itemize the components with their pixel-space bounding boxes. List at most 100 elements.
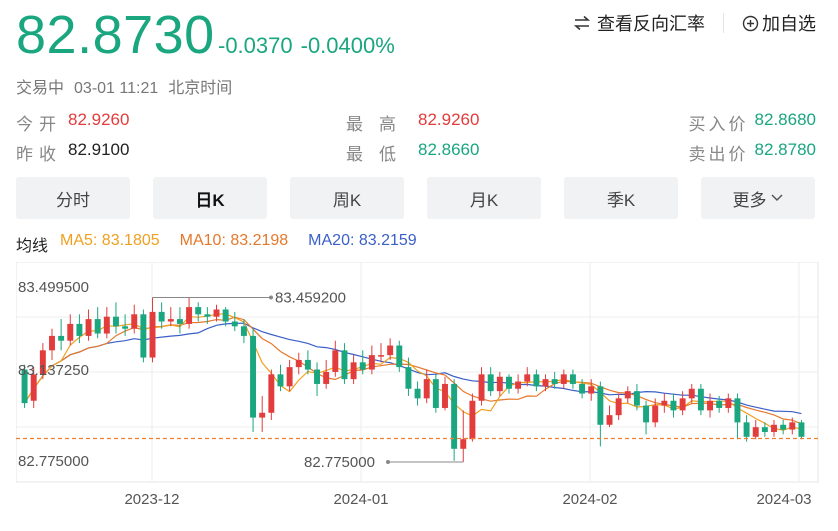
x-tick-label: 2024-03: [756, 491, 811, 508]
candle-body: [131, 314, 138, 329]
min-value-label: 82.775000: [304, 454, 375, 471]
candle-body: [176, 319, 183, 324]
candle-body: [771, 424, 777, 432]
candle-body: [268, 374, 275, 413]
ma-legend: 均线 MA5: 83.1805 MA10: 83.2198 MA20: 83.2…: [16, 232, 437, 256]
min-pointer-dot: [386, 460, 390, 464]
candle-body: [222, 309, 229, 322]
candle-body: [725, 398, 732, 408]
y-tick-label: 83.499500: [18, 279, 89, 296]
candle-body: [85, 319, 92, 336]
tab-monthly[interactable]: 月K: [427, 177, 541, 219]
candle-body: [204, 314, 211, 317]
stat-bid: 买入价 82.8680: [689, 110, 816, 135]
candle-body: [67, 323, 74, 341]
candle-body: [231, 321, 238, 327]
x-tick-label: 2024-02: [562, 491, 617, 508]
tab-intraday[interactable]: 分时: [16, 177, 130, 219]
candle-body: [688, 388, 695, 399]
candle-body: [716, 400, 723, 408]
candle-body: [496, 376, 503, 392]
x-tick-label: 2024-01: [333, 491, 388, 508]
tab-weekly[interactable]: 周K: [290, 177, 404, 219]
candle-body: [30, 374, 37, 401]
ma20-value: MA20: 83.2159: [308, 232, 417, 249]
candle-body: [524, 374, 531, 382]
tab-more[interactable]: 更多: [701, 177, 815, 219]
quote-datetime: 03-01 11:21: [74, 80, 159, 97]
candle-body: [39, 350, 46, 375]
open-label: 今开: [16, 115, 62, 134]
ma5-value: MA5: 83.1805: [60, 232, 160, 249]
low-value: 82.8660: [418, 140, 480, 159]
tab-weekly-label: 周K: [332, 190, 362, 210]
change-amount: -0.0370: [218, 33, 293, 58]
candle-body: [707, 400, 714, 411]
price-change: -0.0370 -0.0400%: [218, 33, 403, 59]
candle-body: [505, 376, 512, 389]
candle-body: [76, 323, 83, 336]
ask-value: 82.8780: [754, 140, 816, 159]
market-status: 交易中 03-01 11:21 北京时间: [16, 74, 242, 98]
candle-body: [94, 319, 101, 334]
ma10-value: MA10: 83.2198: [179, 232, 289, 249]
candle-body: [633, 391, 640, 406]
swap-icon: [573, 15, 591, 31]
candle-body: [286, 367, 293, 387]
candle-body: [560, 374, 567, 384]
candle-body: [186, 307, 193, 324]
open-value: 82.9260: [68, 110, 130, 129]
candle-body: [432, 379, 439, 408]
candle-body: [615, 398, 622, 416]
reverse-rate-label: 查看反向汇率: [597, 14, 705, 34]
tab-quarterly[interactable]: 季K: [564, 177, 678, 219]
kline-chart[interactable]: 83.499500 83.137250 82.775000 83.459200 82.7…: [16, 262, 820, 514]
candle-body: [103, 316, 110, 334]
period-tabs: 分时 日K 周K 月K 季K 更多: [16, 177, 815, 219]
timezone-label: 北京时间: [168, 80, 233, 97]
candle-body: [21, 369, 28, 404]
candle-body: [387, 345, 394, 356]
candle-body: [652, 405, 659, 423]
candle-body: [332, 350, 339, 372]
candle-body: [533, 374, 540, 387]
trading-status: 交易中: [16, 80, 65, 97]
stat-high: 最高 82.9260: [346, 110, 479, 135]
candle-body: [250, 335, 257, 418]
candle-body: [451, 383, 458, 449]
candle-body: [624, 391, 631, 399]
tab-daily[interactable]: 日K: [153, 177, 267, 219]
candle-body: [341, 350, 348, 380]
candle-body: [122, 326, 129, 329]
ask-label: 卖出价: [688, 145, 749, 164]
bid-label: 买入价: [688, 115, 749, 134]
candle-body: [314, 369, 321, 384]
change-percent: -0.0400%: [300, 33, 395, 58]
candle-body: [167, 319, 174, 322]
prev-close-value: 82.9100: [68, 140, 130, 159]
y-tick-label: 82.775000: [18, 453, 89, 470]
candle-body: [240, 326, 247, 336]
candle-body: [414, 388, 421, 399]
add-watchlist-button[interactable]: 加自选: [742, 10, 816, 36]
candle-body: [140, 314, 147, 358]
candle-body: [213, 309, 220, 317]
candle-body: [304, 359, 311, 370]
candle-body: [597, 386, 604, 425]
candle-body: [58, 335, 65, 341]
candle-body: [277, 374, 284, 387]
candle-body: [423, 379, 430, 399]
stat-low: 最低 82.8660: [346, 140, 479, 165]
candle-body: [515, 381, 522, 389]
candle-body: [743, 422, 750, 437]
tab-intraday-label: 分时: [56, 190, 90, 210]
candle-body: [368, 355, 375, 370]
tab-more-label: 更多: [732, 190, 767, 210]
reverse-rate-button[interactable]: 查看反向汇率: [573, 10, 705, 36]
candle-body: [469, 400, 476, 440]
candle-body: [359, 362, 366, 370]
candle-body: [378, 355, 384, 357]
candle-body: [542, 379, 549, 387]
max-value-label: 83.459200: [275, 289, 346, 306]
candle-body: [460, 439, 467, 449]
